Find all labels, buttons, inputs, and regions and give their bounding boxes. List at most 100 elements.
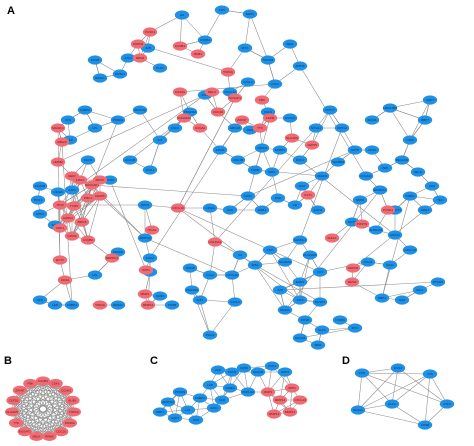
node-label: ATF3 xyxy=(296,298,303,302)
downregulated-gene-node: PCK1 xyxy=(142,165,158,175)
node-ellipse xyxy=(252,123,268,133)
node-ellipse xyxy=(227,123,243,133)
upregulated-gene-node: BUB1 xyxy=(190,49,206,59)
upregulated-gene-node: COL11A1 xyxy=(207,237,223,247)
node-ellipse xyxy=(66,407,82,417)
downregulated-gene-node: TNXB xyxy=(247,165,263,175)
node-label: AR xyxy=(293,203,298,207)
network-edge xyxy=(177,207,271,251)
node-label: LEP xyxy=(52,303,58,307)
downregulated-gene-node: KLF4 xyxy=(152,63,168,73)
node-ellipse xyxy=(410,167,426,177)
cluster-b-edge xyxy=(19,390,26,432)
downregulated-gene-node: SAA1 xyxy=(382,260,398,270)
upregulated-gene-node: CCNB2 xyxy=(80,235,96,245)
node-label: CCL2 xyxy=(271,82,279,86)
node-ellipse xyxy=(430,277,446,287)
node-ellipse xyxy=(382,103,398,113)
downregulated-gene-node: LPL xyxy=(87,270,103,280)
node-ellipse xyxy=(52,200,68,210)
node-label: KRT17 xyxy=(325,108,335,112)
node-ellipse xyxy=(122,155,138,165)
node-label: IGF1 xyxy=(197,298,204,302)
downregulated-gene-node: ADH1B xyxy=(230,155,246,165)
network-edge xyxy=(299,254,311,301)
node-ellipse xyxy=(264,167,280,177)
node-ellipse xyxy=(30,195,46,205)
downregulated-gene-node: MAOA xyxy=(364,115,380,125)
downregulated-gene-node: ADIPOQ xyxy=(160,397,176,407)
node-ellipse xyxy=(247,165,263,175)
node-ellipse xyxy=(277,305,293,315)
upregulated-gene-node: KIF20A xyxy=(62,418,78,428)
node-label: AQP7 xyxy=(426,98,434,102)
upregulated-gene-node: CEP55 xyxy=(6,395,21,405)
network-edge xyxy=(71,179,101,237)
node-ellipse xyxy=(394,295,410,305)
cluster-b-edge xyxy=(60,400,73,432)
node-ellipse xyxy=(6,395,21,405)
node-ellipse xyxy=(42,431,57,441)
node-label: CDK1 xyxy=(52,381,60,385)
node-label: VEGFD xyxy=(317,174,328,178)
downregulated-gene-node: ADIPOQ xyxy=(137,233,153,243)
network-edge xyxy=(199,299,211,336)
node-label: ADIPOQ xyxy=(139,236,151,240)
downregulated-gene-node: ESR1 xyxy=(254,205,270,215)
node-ellipse xyxy=(50,123,66,133)
node-ellipse xyxy=(57,275,73,285)
node-label: SCD xyxy=(219,398,226,402)
upregulated-gene-node: SULF1 xyxy=(324,233,340,243)
node-label: FGF2 xyxy=(171,126,179,130)
downregulated-gene-node: PDGFRA xyxy=(184,285,200,295)
downregulated-gene-node: NR4A1 xyxy=(277,305,293,315)
node-ellipse xyxy=(422,369,438,379)
node-ellipse xyxy=(110,115,126,125)
downregulated-gene-node: PPARG xyxy=(110,115,126,125)
node-label: TOP2A xyxy=(95,303,105,307)
downregulated-gene-node: ACACB xyxy=(250,367,266,377)
node-label: RRM2 xyxy=(348,280,357,284)
node-ellipse xyxy=(87,123,103,133)
node-label: CENPF xyxy=(95,194,105,198)
upregulated-gene-node: TOP2A xyxy=(92,300,108,310)
node-ellipse xyxy=(292,295,308,305)
node-ellipse xyxy=(92,73,108,83)
downregulated-gene-node: FOSB xyxy=(164,300,180,310)
downregulated-gene-node: KRT5 xyxy=(347,145,363,155)
node-ellipse xyxy=(384,399,400,409)
node-label: MAD2L1 xyxy=(52,126,64,130)
node-label: CIDEA xyxy=(225,386,234,390)
node-label: GPD1 xyxy=(141,203,150,207)
node-ellipse xyxy=(402,135,418,145)
downregulated-gene-node: KRT17 xyxy=(322,105,338,115)
node-ellipse xyxy=(137,233,153,243)
node-ellipse xyxy=(120,53,136,63)
network-edge xyxy=(381,264,391,299)
downregulated-gene-node: ACACB xyxy=(122,155,138,165)
node-ellipse xyxy=(92,300,108,310)
upregulated-gene-node: PCSK1 xyxy=(380,205,396,215)
node-ellipse xyxy=(344,277,360,287)
node-ellipse xyxy=(64,231,80,241)
downregulated-gene-node: SCD xyxy=(222,205,238,215)
network-edge xyxy=(57,91,213,163)
node-ellipse xyxy=(417,115,433,125)
downregulated-gene-node: PTGDS xyxy=(430,277,446,287)
downregulated-gene-node: FOSB xyxy=(87,55,103,65)
network-edge xyxy=(254,264,321,303)
node-ellipse xyxy=(32,181,48,191)
node-ellipse xyxy=(417,205,433,215)
network-edge xyxy=(59,195,101,229)
cluster-b-edge xyxy=(19,389,73,401)
node-label: EGFR xyxy=(314,208,323,212)
node-label: LPL xyxy=(92,273,98,277)
node-label: IL6 xyxy=(180,13,185,17)
node-label: SOCS3 xyxy=(263,58,274,62)
node-ellipse xyxy=(72,175,88,185)
upregulated-gene-node: MELK xyxy=(29,431,44,441)
downregulated-gene-node: CILP xyxy=(262,245,278,255)
network-edge xyxy=(249,13,269,61)
node-ellipse xyxy=(54,137,70,147)
node-ellipse xyxy=(354,219,370,229)
